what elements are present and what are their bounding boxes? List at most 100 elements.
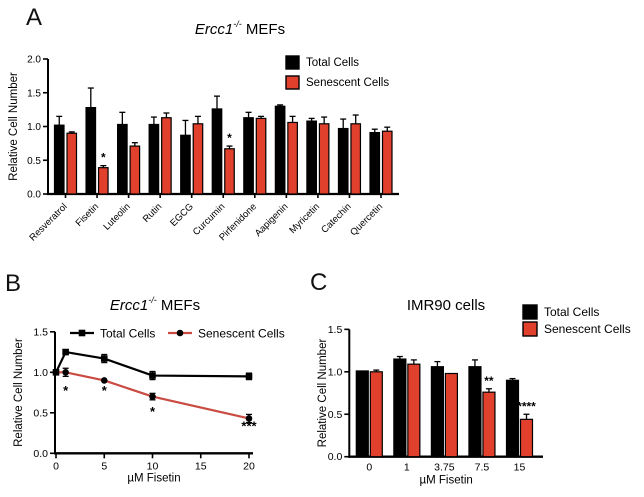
bar-total-Myricetin — [306, 120, 317, 195]
bar-senescent-7.5 — [482, 391, 496, 458]
y-axis-title: Relative Cell Number — [317, 339, 329, 448]
category-label: 1 — [404, 462, 410, 474]
panel-b-title-rest: MEFs — [156, 297, 201, 314]
panel-c-label: C — [310, 269, 328, 296]
y-tick-label: 0.0 — [27, 190, 41, 201]
bar-senescent-Myricetin — [318, 123, 330, 195]
bar-senescent-Quercetin — [381, 130, 393, 195]
category-label: Fisetin — [74, 201, 102, 229]
y-tick-label: 0.5 — [27, 156, 41, 167]
bar-total-Catechin — [337, 127, 349, 195]
panel-a-title-rest: MEFs — [241, 21, 286, 38]
y-tick-label: 1.0 — [328, 366, 343, 378]
bar-total-0 — [355, 370, 369, 458]
bar-total-7.5 — [468, 366, 482, 458]
bar-senescent-3.75 — [444, 372, 458, 458]
category-label: Rutin — [141, 201, 164, 224]
category-label: 0 — [366, 462, 372, 474]
panel-b-label: B — [5, 270, 22, 297]
marker-circle — [245, 415, 253, 422]
bar-total-Aapigenin — [274, 105, 286, 195]
significance-marker: *** — [241, 419, 257, 434]
panel-a-title-gene: Ercc1-/- — [194, 19, 242, 38]
legend-swatch-total-cells — [285, 55, 300, 70]
bar-senescent-Curcumin — [224, 148, 235, 195]
legend-label: Senescent Cells — [198, 327, 285, 341]
bar-senescent-Catechin — [350, 123, 362, 195]
x-tick-label: 20 — [243, 460, 255, 472]
marker-square — [100, 355, 108, 362]
category-label: Quercetin — [348, 201, 385, 238]
x-axis-title: µM Fisetin — [420, 475, 473, 487]
marker-square — [245, 373, 253, 380]
y-tick-label: 1.0 — [27, 122, 41, 133]
y-tick-label: 2.0 — [27, 55, 41, 66]
bar-senescent-Rutin — [161, 117, 172, 195]
bar-senescent-15 — [519, 418, 534, 458]
marker-circle — [149, 393, 156, 400]
bar-total-15 — [505, 379, 520, 458]
y-tick-label: 0.5 — [328, 409, 343, 421]
x-tick-label: 15 — [195, 460, 207, 472]
bar-senescent-Pirfenidone — [255, 117, 267, 195]
significance-marker: * — [102, 383, 108, 398]
category-label: Myricetin — [287, 201, 322, 236]
y-tick-label: 1.0 — [33, 367, 48, 379]
bar-total-3.75 — [430, 366, 444, 458]
category-label: Aapigenin — [253, 201, 291, 239]
category-label: 3.75 — [434, 462, 455, 474]
marker-square — [149, 372, 156, 379]
legend-label: Senescent Cells — [306, 77, 389, 89]
y-axis-title: Relative Cell Number — [13, 338, 25, 447]
category-label: 7.5 — [475, 462, 490, 474]
y-tick-label: 0.0 — [328, 451, 343, 463]
legend-label: Senescent Cells — [544, 322, 631, 336]
panel-c-title: IMR90 cells — [406, 297, 486, 314]
panel-c-chart: 0.0 0.5 1.0 1.5 Relative Cell Number 0 1 3.75 7.… — [317, 304, 631, 487]
bar-senescent-Aapigenin — [287, 121, 298, 195]
marker-square — [62, 348, 69, 356]
y-axis-title: Relative Cell Number — [8, 72, 20, 181]
legend-marker-circle — [176, 329, 184, 337]
marker-circle — [52, 369, 60, 376]
x-axis-title: µM Fisetin — [127, 472, 180, 484]
bar-total-Quercetin — [369, 131, 381, 195]
bar-senescent-Fisetin — [97, 167, 109, 195]
y-tick-label: 1.5 — [33, 326, 48, 338]
panel-a-label: A — [26, 4, 43, 31]
significance-marker: * — [63, 383, 69, 398]
bar-total-Rutin — [148, 123, 160, 195]
category-label: Luteolin — [101, 201, 132, 232]
panel-b-title-superscript: -/- — [148, 295, 157, 305]
legend-label: Total Cells — [100, 327, 155, 341]
marker-circle — [100, 377, 108, 384]
legend-marker-square — [78, 329, 86, 337]
panel-a-chart: 0.0 0.5 1.0 1.5 2.0 Relative Cell Number Resve… — [8, 55, 399, 243]
x-tick-label: 5 — [101, 460, 107, 472]
y-tick-label: 1.5 — [328, 324, 343, 336]
panel-b-title: Ercc1-/- MEFs — [65, 295, 245, 314]
x-tick-label: 0 — [53, 460, 59, 472]
legend-label: Total Cells — [544, 305, 599, 319]
marker-circle — [62, 369, 69, 376]
category-label: 15 — [514, 462, 526, 474]
category-label: Resveratrol — [27, 201, 69, 243]
bar-total-Curcumin — [211, 108, 223, 195]
bar-total-Luteolin — [116, 123, 128, 195]
panel-a-title: Ercc1-/- MEFs — [130, 19, 350, 38]
bar-senescent-Resveratrol — [66, 132, 78, 195]
significance-marker: ** — [484, 374, 494, 388]
bar-total-Pirfenidone — [243, 117, 254, 195]
legend-swatch-total-cells — [522, 304, 538, 320]
panel-a-title-superscript: -/- — [233, 19, 242, 29]
significance-marker: * — [150, 404, 156, 419]
legend-label: Total Cells — [306, 57, 359, 69]
y-tick-label: 1.5 — [27, 88, 41, 99]
legend-swatch-senescent-cells — [522, 321, 538, 337]
y-tick-label: 0.0 — [33, 448, 48, 460]
bar-senescent-Luteolin — [129, 145, 141, 195]
bar-total-1 — [393, 358, 407, 458]
significance-marker: * — [227, 131, 232, 145]
x-tick-label: 10 — [147, 460, 159, 472]
bar-senescent-0 — [369, 371, 383, 458]
